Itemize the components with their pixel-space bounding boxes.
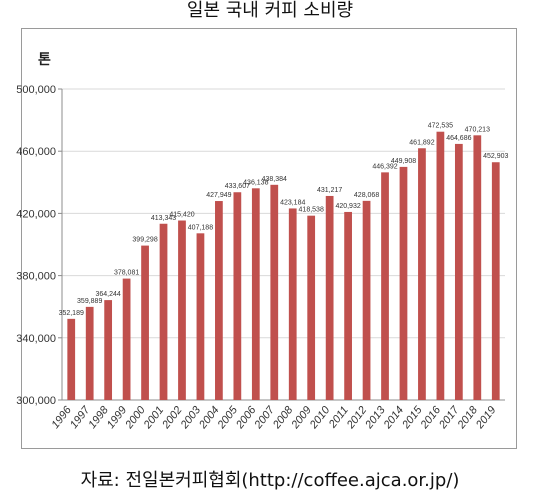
data-label: 415,420: [169, 212, 194, 219]
bar-chart: 톤 300,000 340,000 380,000 420,000 460,000 500…: [16, 51, 509, 432]
bar: [473, 135, 482, 400]
data-label: 420,932: [335, 203, 360, 210]
x-tick-label: 2011: [326, 404, 351, 431]
source-caption: 자료: 전일본커피협회(http://coffee.ajca.or.jp/): [80, 470, 460, 491]
bar: [67, 318, 76, 400]
y-tick-label: 420,000: [16, 208, 56, 220]
data-label: 438,384: [262, 176, 287, 183]
x-tick-label: 2017: [436, 404, 462, 432]
bar: [307, 215, 316, 400]
x-tick-label: 2005: [215, 404, 241, 432]
bar: [178, 220, 186, 400]
x-tick-label: 2010: [307, 404, 333, 432]
bar: [288, 208, 297, 400]
x-tick-label: 2001: [141, 404, 166, 431]
bar: [85, 306, 94, 400]
data-label: 407,188: [188, 224, 213, 231]
bar: [362, 200, 371, 400]
y-tick-label: 500,000: [16, 84, 56, 96]
bars: [67, 131, 500, 400]
axes: [61, 89, 505, 401]
bar: [233, 192, 242, 400]
gridlines: [58, 88, 505, 401]
x-tick-label: 2009: [289, 404, 314, 431]
data-label: 413,343: [151, 215, 176, 222]
y-tick-labels: 300,000 340,000 380,000 420,000 460,000 500,0…: [16, 84, 56, 407]
x-tick-label: 2013: [363, 404, 389, 432]
bar: [325, 195, 334, 400]
data-label: 364,244: [95, 291, 120, 298]
bar: [104, 300, 113, 400]
bar: [436, 131, 445, 400]
bar: [491, 162, 500, 400]
bar: [215, 201, 223, 400]
x-tick-labels: 1996199719981999200020012002200320042005…: [49, 404, 498, 432]
x-tick-label: 2015: [400, 404, 426, 432]
data-label: 428,068: [354, 192, 379, 199]
data-label: 470,213: [465, 126, 490, 133]
bar: [418, 148, 426, 400]
x-tick-label: 2012: [344, 404, 369, 431]
data-label: 427,949: [206, 192, 231, 199]
x-tick-label: 2004: [196, 404, 221, 431]
data-label: 418,538: [299, 207, 324, 214]
chart-title: 일본 국내 커피 소비량: [186, 0, 354, 21]
bar: [159, 223, 168, 400]
y-unit-label: 톤: [38, 51, 51, 67]
data-label: 449,908: [391, 158, 416, 165]
bar: [196, 233, 205, 400]
y-tick-label: 460,000: [16, 146, 56, 158]
data-label: 452,903: [483, 153, 508, 160]
data-label: 423,184: [280, 199, 305, 206]
data-label: 433,607: [225, 183, 250, 190]
data-label: 472,535: [428, 123, 453, 130]
x-tick-label: 2003: [178, 404, 204, 432]
x-tick-label: 2006: [233, 404, 259, 432]
bar: [399, 166, 408, 400]
bar: [122, 278, 131, 400]
bar: [141, 245, 149, 400]
data-label: 352,189: [59, 310, 84, 317]
data-label: 436,138: [243, 179, 268, 186]
x-tick-label: 2002: [160, 404, 185, 431]
bar: [251, 188, 260, 400]
bar: [454, 143, 463, 400]
x-tick-label: 2016: [418, 404, 444, 432]
bar: [270, 184, 279, 400]
x-tick-label: 2014: [381, 404, 406, 431]
x-tick-label: 2019: [473, 404, 498, 431]
data-label: 399,298: [132, 237, 157, 244]
x-tick-label: 2007: [252, 404, 278, 432]
data-label: 431,217: [317, 187, 342, 194]
bar: [381, 172, 389, 400]
x-tick-label: 1999: [105, 404, 130, 431]
data-label: 464,686: [446, 135, 471, 142]
y-tick-label: 300,000: [16, 395, 56, 407]
data-label: 461,892: [409, 139, 434, 146]
x-tick-label: 2000: [123, 404, 149, 432]
chart-frame: [21, 28, 517, 449]
data-label: 446,392: [372, 163, 397, 170]
x-tick-label: 2018: [455, 404, 481, 432]
y-tick-label: 340,000: [16, 333, 56, 345]
y-tick-label: 380,000: [16, 271, 56, 283]
x-tick-label: 2008: [270, 404, 296, 432]
bar: [344, 211, 352, 400]
data-label: 359,889: [77, 298, 102, 305]
data-label: 378,081: [114, 270, 139, 277]
